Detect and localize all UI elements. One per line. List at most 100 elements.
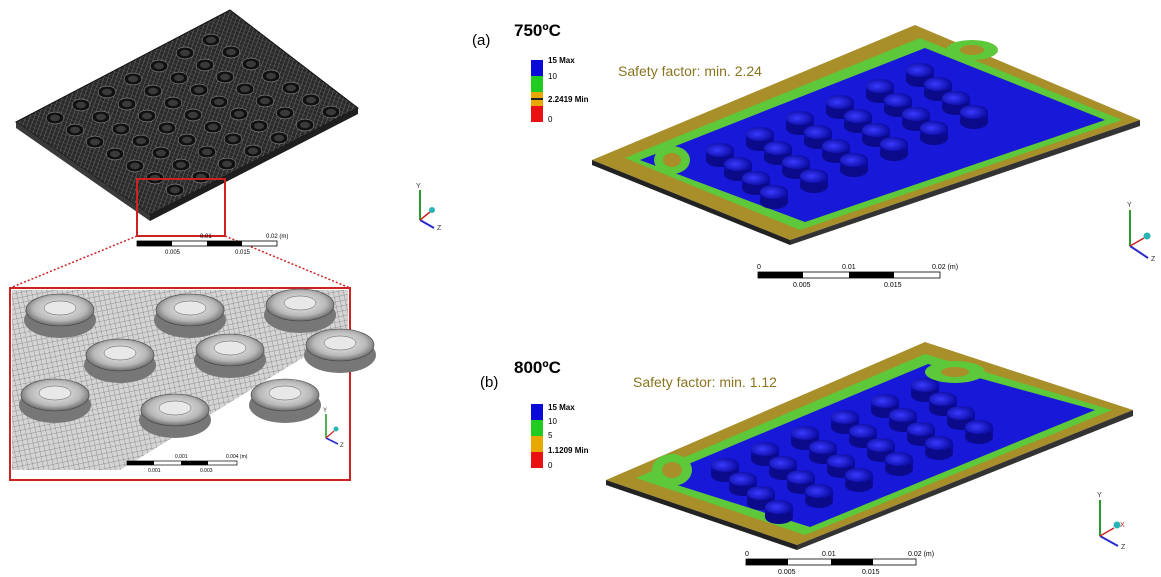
panel-b-legend: 15 Max 10 5 1.1209 Min 0 <box>531 403 589 470</box>
cylinder-top <box>947 406 975 420</box>
cylinder-top <box>924 77 952 91</box>
cylinder-top <box>760 185 788 199</box>
cylinder-top <box>906 63 934 77</box>
panel-a-legend: 15 Max 10 2.2419 Min 0 <box>531 56 589 124</box>
panel-a-scale-bar: 0 0.01 0.02 (m) 0.005 0.015 <box>757 264 958 289</box>
cylinder-top <box>800 169 828 183</box>
triad-a-z: Z <box>1151 256 1156 263</box>
cylinder-top <box>867 438 895 452</box>
zoom-cup-top <box>43 300 77 316</box>
mesh-dome-center <box>102 88 112 96</box>
panel-b-scale-bar: 0 0.01 0.02 (m) 0.005 0.015 <box>745 551 934 576</box>
legend-b-swatch-red <box>531 452 543 468</box>
mesh-dome-center <box>168 99 178 107</box>
zoom-cup-top <box>323 335 357 351</box>
cylinder-top <box>884 93 912 107</box>
cylinder-bottom <box>885 462 913 476</box>
cylinder-top <box>911 378 939 392</box>
mesh-dome-center <box>206 36 216 44</box>
cylinder-top <box>880 137 908 151</box>
a-scale-top-0: 0 <box>757 264 761 271</box>
legend-a-swatch-orange <box>531 92 543 98</box>
legend-a-swatch-green <box>531 76 543 92</box>
cylinder-top <box>822 139 850 153</box>
cylinder-top <box>871 394 899 408</box>
cylinder-top <box>747 486 775 500</box>
legend-b-swatch-blue <box>531 404 543 420</box>
cylinder-top <box>885 452 913 466</box>
legend-a-entry-3: 0 <box>548 115 553 124</box>
mesh-dome-center <box>208 123 218 131</box>
cylinder-bottom <box>760 195 788 209</box>
mesh-dome-center <box>110 150 120 158</box>
mesh-dome-center <box>240 85 250 93</box>
cylinder-bottom <box>765 510 793 524</box>
panel-a-temperature: 750ºC <box>514 21 561 40</box>
b-scale-top-1: 0.01 <box>822 551 836 558</box>
mesh-dome-center <box>226 48 236 56</box>
mesh-dome-center <box>188 111 198 119</box>
cylinder-top <box>764 141 792 155</box>
zoom-cup-top <box>283 295 317 311</box>
triad-b-z: Z <box>1121 544 1126 551</box>
panel-a-domes <box>706 63 988 209</box>
zoom-line-left <box>9 235 138 289</box>
cylinder-top <box>840 153 868 167</box>
mesh-dome-center <box>228 135 238 143</box>
cylinder-bottom <box>960 115 988 129</box>
mesh-dome-center <box>220 73 230 81</box>
triad-zoom-z: Z <box>340 443 344 449</box>
mesh-dome-center <box>96 113 106 121</box>
triad-panel-b: Y X Z <box>1097 492 1126 551</box>
legend-b-entry-2: 5 <box>548 431 553 440</box>
cylinder-top <box>826 95 854 109</box>
cylinder-bottom <box>845 478 873 492</box>
zoom-box <box>136 178 226 237</box>
cylinder-top <box>769 456 797 470</box>
legend-b-swatch-green <box>531 420 543 436</box>
legend-b-entry-4: 0 <box>548 461 553 470</box>
panel-a-annotation: Safety factor: min. 2.24 <box>618 63 762 79</box>
cylinder-top <box>827 454 855 468</box>
cylinder-top <box>942 91 970 105</box>
mesh-dome-center <box>174 74 184 82</box>
b-scale-bottom-0: 0.005 <box>778 569 796 576</box>
a-scale-top-2: 0.02 (m) <box>932 264 958 271</box>
mesh-dome-center <box>136 137 146 145</box>
cylinder-top <box>866 79 894 93</box>
mesh-dome-center <box>148 87 158 95</box>
cylinder-bottom <box>920 131 948 145</box>
mesh-dome-center <box>326 108 336 116</box>
cylinder-top <box>711 458 739 472</box>
triad-zoom-y: Y <box>323 408 327 414</box>
zoom-cups <box>19 288 376 438</box>
mesh-dome-center <box>90 138 100 146</box>
zoom-scale-top-1: 0.001 <box>175 454 188 460</box>
mesh-overview-plate <box>15 9 359 221</box>
triad-overview-y: Y <box>416 183 421 190</box>
mesh-dome-center <box>274 134 284 142</box>
mesh-dome-center <box>122 100 132 108</box>
mesh-dome-center <box>176 161 186 169</box>
overview-scale-top-2: 0.02 (m) <box>266 234 288 240</box>
mesh-dome-center <box>194 86 204 94</box>
mesh-dome-center <box>202 148 212 156</box>
cylinder-bottom <box>925 446 953 460</box>
mesh-dome-center <box>222 160 232 168</box>
zoom-cup-top <box>103 345 137 361</box>
b-scale-top-2: 0.02 (m) <box>908 551 934 558</box>
overview-scale-bottom-1: 0.005 <box>165 250 181 256</box>
mesh-dome-center <box>180 49 190 57</box>
mesh-domes <box>45 33 341 197</box>
mesh-dome-center <box>260 97 270 105</box>
triad-panel-a: Y Z <box>1127 202 1156 263</box>
mesh-dome-center <box>130 162 140 170</box>
legend-a-entry-0: 15 Max <box>548 56 575 65</box>
zoom-cup-top <box>38 385 72 401</box>
legend-b-entry-1: 10 <box>548 417 557 426</box>
mesh-dome-center <box>182 136 192 144</box>
mesh-dome-center <box>154 62 164 70</box>
zoom-cup-top <box>213 340 247 356</box>
cylinder-top <box>925 436 953 450</box>
